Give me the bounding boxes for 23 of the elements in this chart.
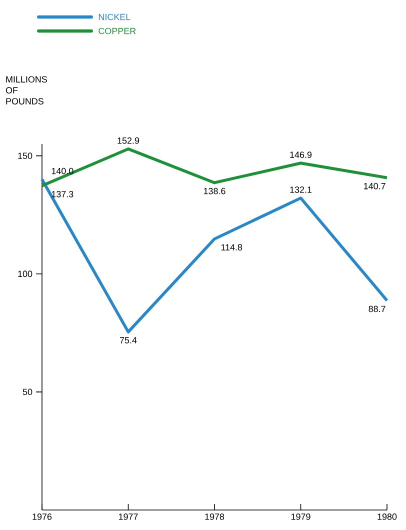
x-tick-label: 1980 xyxy=(378,514,397,520)
line-series xyxy=(40,147,388,188)
data-label: 75.4 xyxy=(120,337,137,344)
data-label: 138.6 xyxy=(204,188,226,194)
y-axis-title: MILLIONS OF POUNDS xyxy=(6,76,47,104)
y-tick-label: 150 xyxy=(18,152,32,159)
line-series xyxy=(40,178,388,334)
text: COPPER xyxy=(98,28,136,34)
x-tick-label: 1979 xyxy=(291,514,310,520)
data-label: 132.1 xyxy=(290,186,312,193)
text: NICKEL xyxy=(98,14,130,20)
y-tick-label: 50 xyxy=(22,388,32,396)
data-label: 152.9 xyxy=(118,137,140,144)
data-label: 137.3 xyxy=(52,190,74,198)
data-label: 114.8 xyxy=(221,244,242,250)
x-tick-label: 1977 xyxy=(118,514,138,520)
data-label: 88.7 xyxy=(368,306,386,312)
data-label: 146.9 xyxy=(290,152,312,158)
data-label: 140.0 xyxy=(52,168,74,174)
x-tick-label: 1976 xyxy=(32,514,52,520)
data-label: 140.7 xyxy=(364,182,386,190)
x-tick-label: 1978 xyxy=(205,514,224,520)
y-tick-label: 100 xyxy=(18,270,32,278)
